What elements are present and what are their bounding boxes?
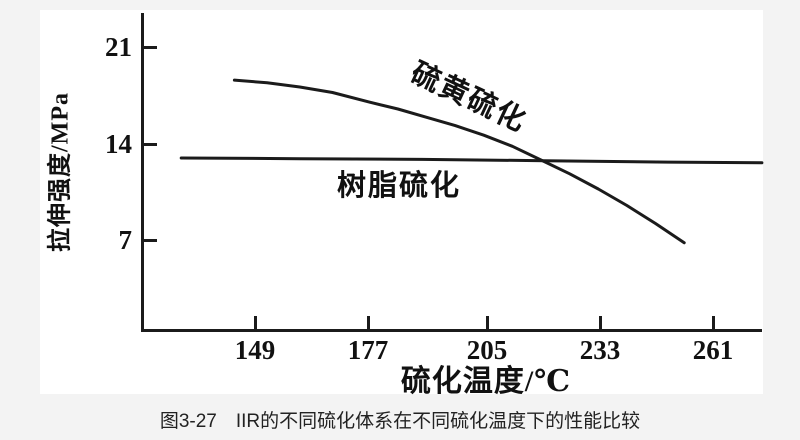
y-axis bbox=[141, 13, 144, 332]
figure-caption: 图3-27 IIR的不同硫化体系在不同硫化温度下的性能比较 bbox=[159, 411, 641, 432]
y-tick-21 bbox=[144, 46, 157, 49]
y-tick-14 bbox=[144, 143, 157, 146]
y-tick-7 bbox=[144, 239, 157, 242]
x-tick-label: 233 bbox=[579, 335, 621, 365]
x-tick-label: 261 bbox=[692, 335, 734, 365]
y-tick-label: 14 bbox=[105, 129, 132, 159]
x-tick-177 bbox=[367, 316, 370, 329]
y-tick-label: 21 bbox=[105, 32, 132, 62]
x-tick-label: 205 bbox=[466, 335, 508, 365]
curve-label-resin-cure: 树脂硫化 bbox=[336, 170, 462, 202]
x-tick-label: 149 bbox=[234, 335, 276, 365]
x-axis bbox=[141, 329, 762, 332]
x-tick-label: 177 bbox=[347, 335, 389, 365]
y-axis-title: 拉伸强度/MPa bbox=[47, 92, 74, 252]
x-axis-title: 硫化温度/℃ bbox=[400, 365, 572, 398]
x-tick-233 bbox=[599, 316, 602, 329]
x-tick-261 bbox=[712, 316, 715, 329]
x-tick-205 bbox=[486, 316, 489, 329]
y-tick-label: 7 bbox=[118, 225, 133, 255]
x-tick-149 bbox=[254, 316, 257, 329]
